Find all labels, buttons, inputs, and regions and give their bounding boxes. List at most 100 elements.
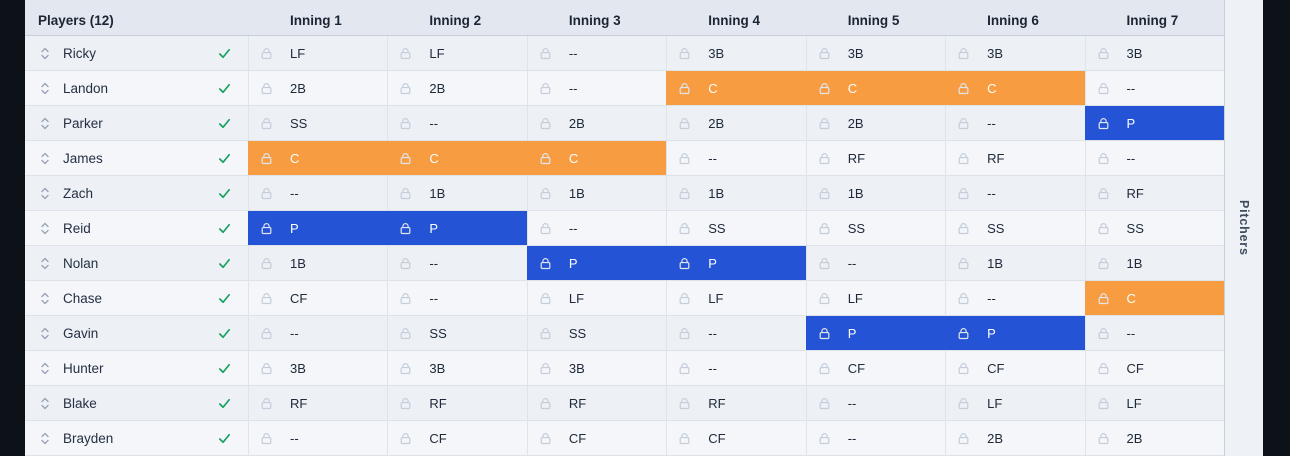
lock-icon[interactable]: [956, 291, 971, 306]
position-cell[interactable]: CF: [1084, 351, 1224, 385]
position-cell[interactable]: SS: [1084, 211, 1224, 245]
attendance-check-icon[interactable]: [217, 291, 232, 306]
lock-icon[interactable]: [1096, 361, 1111, 376]
position-cell[interactable]: 2B: [248, 71, 387, 105]
lock-icon[interactable]: [817, 431, 832, 446]
position-cell[interactable]: 3B: [248, 351, 387, 385]
lock-icon[interactable]: [398, 431, 413, 446]
drag-handle-icon[interactable]: [38, 361, 52, 375]
position-cell[interactable]: --: [945, 176, 1084, 210]
position-cell[interactable]: SS: [666, 211, 805, 245]
lock-icon[interactable]: [398, 361, 413, 376]
position-cell[interactable]: 1B: [248, 246, 387, 280]
lock-icon[interactable]: [538, 46, 553, 61]
lock-icon[interactable]: [398, 81, 413, 96]
lock-icon[interactable]: [1096, 116, 1111, 131]
position-cell[interactable]: SS: [526, 316, 666, 350]
lock-icon[interactable]: [538, 116, 553, 131]
position-cell[interactable]: 1B: [526, 176, 666, 210]
lock-icon[interactable]: [956, 326, 971, 341]
position-cell[interactable]: RF: [666, 386, 805, 420]
position-cell[interactable]: RF: [1084, 176, 1224, 210]
lock-icon[interactable]: [677, 81, 692, 96]
position-cell[interactable]: LF: [248, 36, 387, 70]
lock-icon[interactable]: [398, 116, 413, 131]
lock-icon[interactable]: [817, 326, 832, 341]
lock-icon[interactable]: [538, 291, 553, 306]
attendance-check-icon[interactable]: [217, 361, 232, 376]
lock-icon[interactable]: [398, 46, 413, 61]
lock-icon[interactable]: [956, 186, 971, 201]
lock-icon[interactable]: [956, 431, 971, 446]
position-cell[interactable]: 2B: [387, 71, 526, 105]
drag-handle-icon[interactable]: [38, 431, 52, 445]
position-cell[interactable]: 1B: [666, 176, 805, 210]
position-cell[interactable]: C: [666, 71, 806, 105]
lock-icon[interactable]: [817, 361, 832, 376]
position-cell[interactable]: RF: [526, 386, 666, 420]
position-cell[interactable]: C: [945, 71, 1085, 105]
position-cell[interactable]: --: [805, 246, 945, 280]
position-cell[interactable]: --: [945, 281, 1084, 315]
lock-icon[interactable]: [398, 151, 413, 166]
lock-icon[interactable]: [677, 151, 692, 166]
position-cell[interactable]: 3B: [666, 36, 805, 70]
attendance-check-icon[interactable]: [217, 256, 232, 271]
lock-icon[interactable]: [259, 186, 274, 201]
lock-icon[interactable]: [1096, 151, 1111, 166]
position-cell[interactable]: --: [248, 176, 387, 210]
attendance-check-icon[interactable]: [217, 326, 232, 341]
lock-icon[interactable]: [538, 361, 553, 376]
position-cell[interactable]: --: [526, 71, 666, 105]
position-cell[interactable]: --: [526, 211, 666, 245]
lock-icon[interactable]: [817, 291, 832, 306]
lock-icon[interactable]: [817, 221, 832, 236]
attendance-check-icon[interactable]: [217, 431, 232, 446]
position-cell[interactable]: --: [945, 106, 1084, 140]
lock-icon[interactable]: [817, 396, 832, 411]
lock-icon[interactable]: [259, 151, 274, 166]
lock-icon[interactable]: [817, 186, 832, 201]
lock-icon[interactable]: [538, 81, 553, 96]
lock-icon[interactable]: [956, 116, 971, 131]
position-cell[interactable]: P: [248, 211, 388, 245]
attendance-check-icon[interactable]: [217, 46, 232, 61]
lock-icon[interactable]: [817, 256, 832, 271]
position-cell[interactable]: 2B: [945, 421, 1084, 455]
lock-icon[interactable]: [677, 431, 692, 446]
lock-icon[interactable]: [677, 186, 692, 201]
lock-icon[interactable]: [1096, 46, 1111, 61]
position-cell[interactable]: --: [666, 141, 805, 175]
position-cell[interactable]: 2B: [666, 106, 805, 140]
lock-icon[interactable]: [259, 326, 274, 341]
attendance-check-icon[interactable]: [217, 396, 232, 411]
attendance-check-icon[interactable]: [217, 116, 232, 131]
position-cell[interactable]: RF: [387, 386, 526, 420]
lock-icon[interactable]: [259, 431, 274, 446]
lock-icon[interactable]: [817, 81, 832, 96]
lock-icon[interactable]: [956, 361, 971, 376]
lock-icon[interactable]: [538, 396, 553, 411]
position-cell[interactable]: C: [387, 141, 527, 175]
lock-icon[interactable]: [259, 361, 274, 376]
position-cell[interactable]: CF: [248, 281, 387, 315]
lock-icon[interactable]: [1096, 396, 1111, 411]
position-cell[interactable]: --: [248, 421, 387, 455]
position-cell[interactable]: P: [1084, 106, 1224, 140]
lock-icon[interactable]: [259, 221, 274, 236]
lock-icon[interactable]: [538, 186, 553, 201]
lock-icon[interactable]: [1096, 256, 1111, 271]
lock-icon[interactable]: [259, 116, 274, 131]
position-cell[interactable]: C: [526, 141, 667, 175]
lock-icon[interactable]: [1096, 431, 1111, 446]
position-cell[interactable]: P: [387, 211, 527, 245]
position-cell[interactable]: 2B: [805, 106, 945, 140]
position-cell[interactable]: CF: [526, 421, 666, 455]
position-cell[interactable]: CF: [387, 421, 526, 455]
drag-handle-icon[interactable]: [38, 116, 52, 130]
drag-handle-icon[interactable]: [38, 221, 52, 235]
position-cell[interactable]: LF: [387, 36, 526, 70]
position-cell[interactable]: --: [805, 386, 945, 420]
lock-icon[interactable]: [259, 396, 274, 411]
drag-handle-icon[interactable]: [38, 256, 52, 270]
